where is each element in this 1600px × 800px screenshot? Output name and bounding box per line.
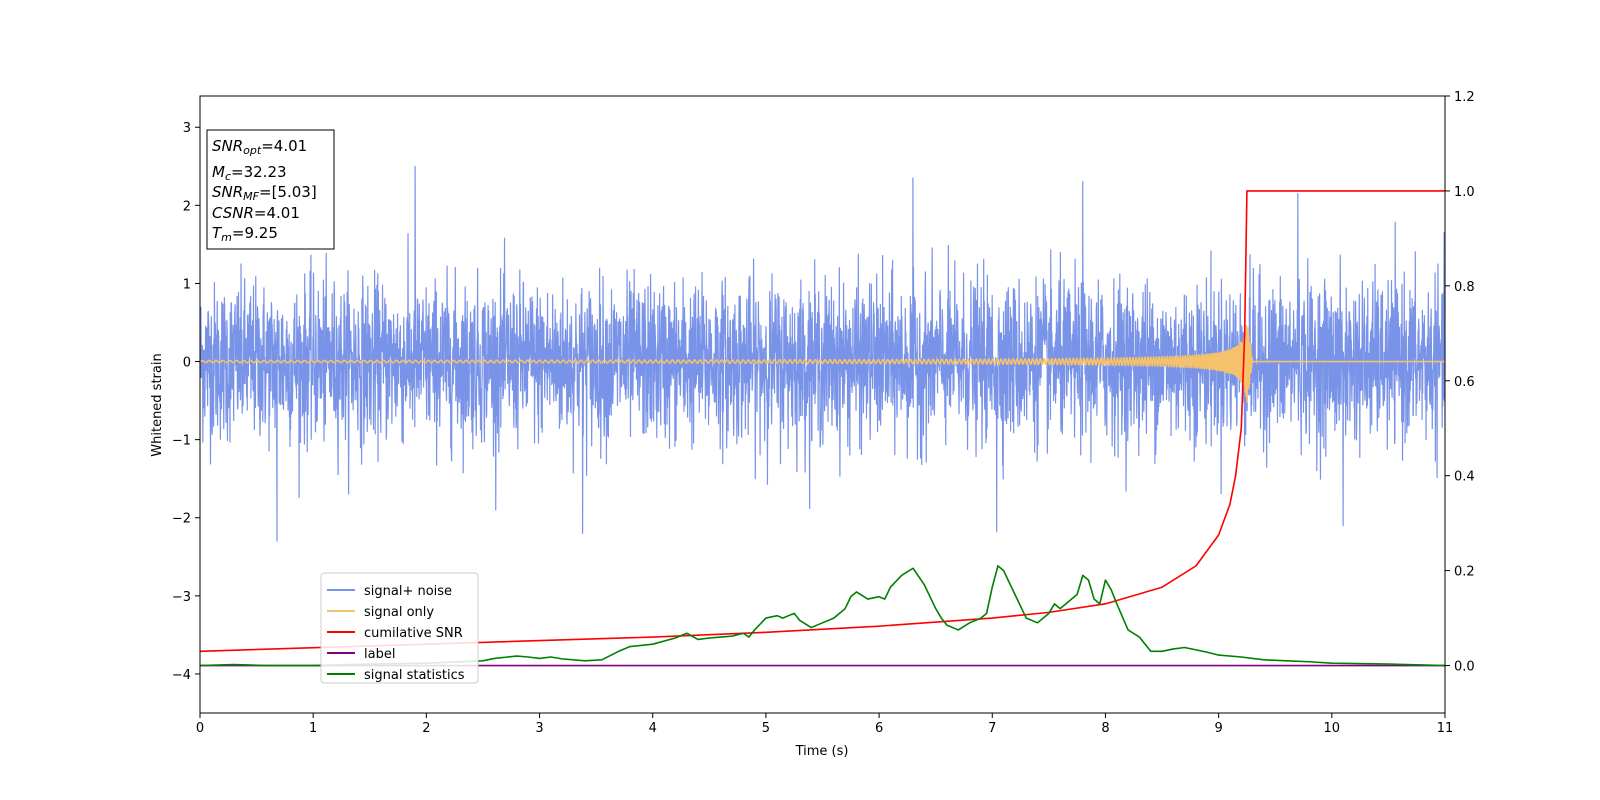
y-tick-label-left: 3 [183,121,191,136]
y-tick-label-left: −3 [172,590,191,605]
y-tick-label-right: 1.0 [1454,185,1475,200]
x-tick-label: 6 [875,721,883,736]
series-line-signal-statistics [200,565,1445,667]
y-axis-label: Whitened strain [150,353,165,456]
annotation-line: SNRMF=[5.03] [212,183,317,203]
x-tick-label: 9 [1214,721,1222,736]
y-axis-left: −4 −3 −2 −1 0 1 2 3 [172,121,200,683]
x-tick-label: 7 [988,721,996,736]
x-tick-label: 2 [422,721,430,736]
x-axis-label: Time (s) [795,744,849,759]
plot-frame [199,95,1446,714]
y-tick-label-left: 1 [183,277,191,292]
y-tick-label-left: −1 [172,434,191,449]
x-tick-label: 11 [1437,721,1454,736]
x-tick-label: 0 [196,721,204,736]
annotation-line: Tm=9.25 [212,224,278,244]
x-axis: 0 1 2 3 4 5 6 7 8 9 10 11 [196,713,1453,736]
series-line-cumilative-snr [200,190,1445,653]
y-tick-label-right: 1.2 [1454,90,1475,105]
series-line-signal-noise [200,165,1445,542]
legend: signal+ noise signal only cumilative SNR la… [320,572,479,684]
x-tick-label: 8 [1101,721,1109,736]
x-tick-label: 10 [1324,721,1341,736]
y-tick-label-left: −2 [172,512,191,527]
annotation-box: SNRopt=4.01 Mc=32.23SNRMF=[5.03]CSNR=4.01… [206,129,335,250]
y-tick-label-right: 0.8 [1454,280,1475,295]
legend-label: signal only [364,605,434,620]
y-tick-label-left: 0 [183,356,191,371]
y-tick-label-right: 0.4 [1454,470,1475,485]
legend-label: label [364,647,395,662]
legend-label: signal statistics [364,668,465,683]
series-line-signal-only [200,324,1445,404]
y-tick-label-left: −4 [172,668,191,683]
y-tick-label-right: 0.2 [1454,565,1475,580]
legend-label: signal+ noise [364,584,452,599]
legend-label: cumilative SNR [364,626,463,641]
x-tick-label: 1 [309,721,317,736]
y-tick-label-left: 2 [183,199,191,214]
x-tick-label: 5 [762,721,770,736]
x-tick-label: 4 [649,721,657,736]
y-tick-label-right: 0.6 [1454,375,1475,390]
annotation-line: CSNR=4.01 [212,204,300,222]
annotation-line: SNRopt=4.01 [212,137,307,157]
y-tick-label-right: 0.0 [1454,660,1475,675]
y-axis-right: 0.0 0.2 0.4 0.6 0.8 1.0 1.2 [1445,90,1475,675]
annotation-line: Mc=32.23 [212,163,287,183]
x-tick-label: 3 [535,721,543,736]
